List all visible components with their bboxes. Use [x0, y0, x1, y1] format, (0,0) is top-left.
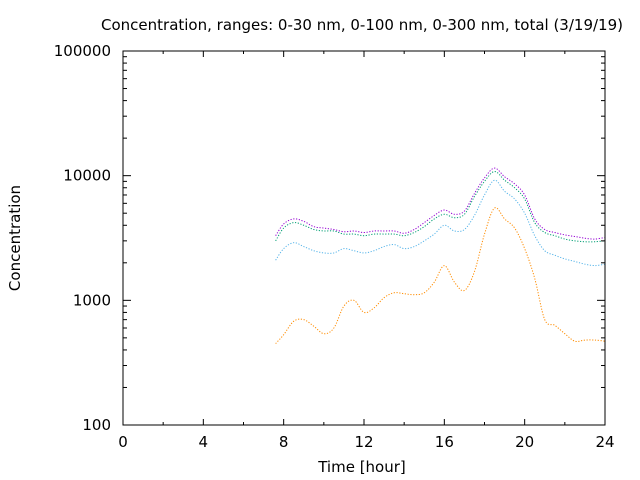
chart-title: Concentration, ranges: 0-30 nm, 0-100 nm…: [101, 16, 623, 34]
y-tick-label: 1000: [73, 291, 111, 309]
series-line-3: [275, 171, 606, 243]
y-axis: 100 1000 10000 100000: [54, 42, 605, 434]
x-tick-label: 8: [279, 433, 289, 451]
x-tick-label: 20: [515, 433, 534, 451]
series-line-2: [275, 179, 606, 267]
x-axis-label: Time [hour]: [317, 458, 406, 476]
y-tick-label: 100: [82, 416, 111, 434]
x-tick-label: 12: [354, 433, 373, 451]
series-line-4: [275, 167, 606, 240]
y-tick-label: 100000: [54, 42, 111, 60]
series-line-1: [275, 207, 606, 344]
x-tick-label: 4: [199, 433, 209, 451]
x-tick-label: 16: [435, 433, 454, 451]
y-tick-label: 10000: [63, 167, 111, 185]
plot-area: 0 4 8 12 16 20 24 100 1000 10000 100000: [54, 42, 615, 451]
x-tick-label: 0: [118, 433, 128, 451]
plot-frame: [122, 50, 606, 426]
series-layer: [275, 167, 606, 344]
x-axis: 0 4 8 12 16 20 24: [118, 51, 615, 451]
x-tick-label: 24: [595, 433, 614, 451]
y-axis-label: Concentration: [6, 185, 24, 291]
